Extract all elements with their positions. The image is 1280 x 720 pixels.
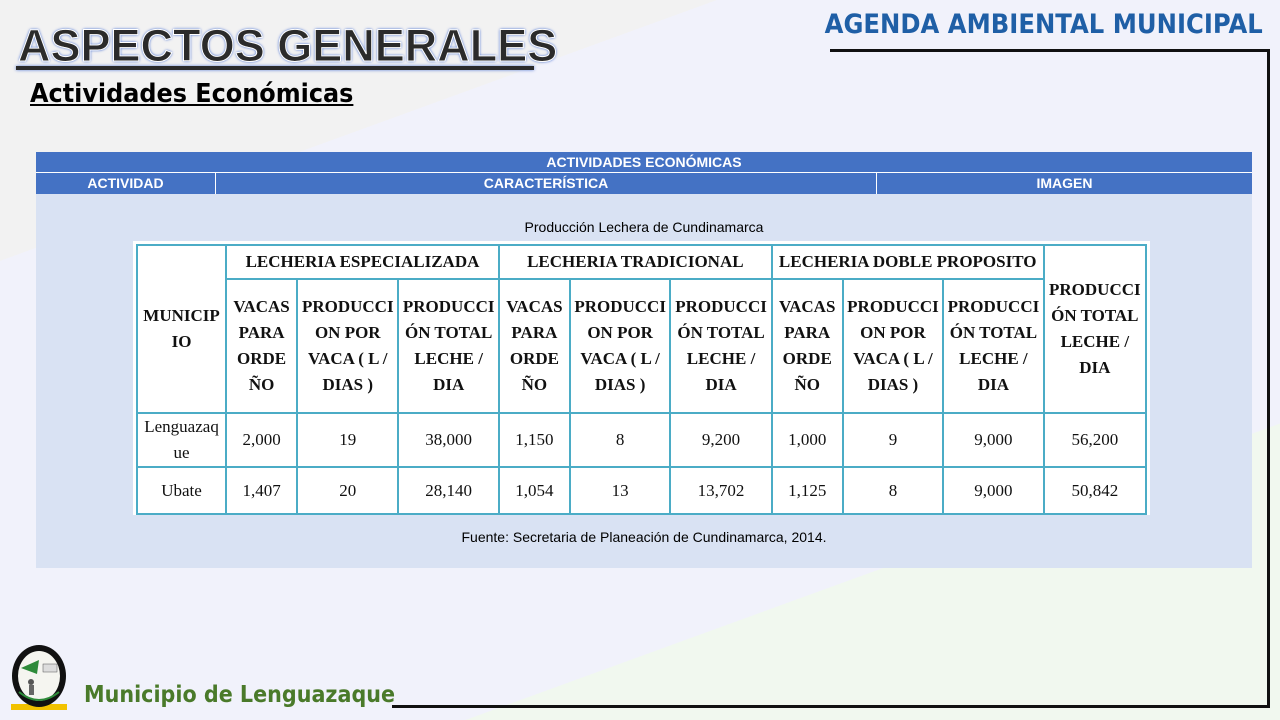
frame-line-top [830, 49, 1270, 52]
milk-production-table: MUNICIP IO LECHERIA ESPECIALIZADA LECHER… [135, 244, 1148, 515]
frame-line-right [1267, 49, 1270, 708]
title-underline [16, 66, 534, 70]
cell-municipio: Ubate [135, 466, 228, 515]
table-cell: 9,200 [669, 412, 773, 468]
table-cell: 20 [296, 466, 400, 515]
sub-header: VACAS PARA ORDE ÑO [497, 278, 571, 414]
table-cell: 8 [841, 466, 945, 515]
column-header-actividad: ACTIVIDAD [36, 173, 216, 194]
table-cell: 9,000 [942, 412, 1045, 468]
activities-table: ACTIVIDADES ECONÓMICAS ACTIVIDAD CARACTE… [36, 152, 1252, 568]
table-cell: 1,054 [497, 466, 571, 515]
table-cell: 28,140 [397, 466, 500, 515]
cell-municipio: Lenguazaq ue [135, 412, 228, 468]
table-cell: 50,842 [1042, 466, 1148, 515]
column-header-caracteristica: CARACTERÍSTICA [216, 173, 877, 194]
group-header: LECHERIA DOBLE PROPOSITO [770, 244, 1045, 280]
sub-header: PRODUCCI ÓN TOTAL LECHE / DIA [397, 278, 500, 414]
image-caption: Producción Lechera de Cundinamarca [524, 219, 764, 235]
frame-line-bottom [392, 705, 1270, 708]
sub-header: VACAS PARA ORDE ÑO [225, 278, 299, 414]
group-header: LECHERIA ESPECIALIZADA [225, 244, 500, 280]
sub-header: PRODUCCI ON POR VACA ( L / DIAS ) [568, 278, 672, 414]
sub-header: PRODUCCI ON POR VACA ( L / DIAS ) [841, 278, 945, 414]
section-subtitle: Actividades Económicas [30, 79, 354, 109]
header-total: PRODUCCI ÓN TOTAL LECHE / DIA [1042, 244, 1148, 414]
header-municipio: MUNICIP IO [135, 244, 228, 414]
table-cell: 38,000 [397, 412, 500, 468]
sub-header: VACAS PARA ORDE ÑO [770, 278, 844, 414]
table-cell: 19 [296, 412, 400, 468]
page-title: ASPECTOS GENERALES [17, 20, 558, 72]
table-cell: 2,000 [225, 412, 299, 468]
table-cell: 1,150 [497, 412, 571, 468]
table-cell: 13 [568, 466, 672, 515]
milk-production-table-image: MUNICIP IO LECHERIA ESPECIALIZADA LECHER… [133, 241, 1150, 515]
table-cell: 56,200 [1042, 412, 1148, 468]
table-cell: 1,125 [770, 466, 844, 515]
table-cell: 8 [568, 412, 672, 468]
table-row: Ubate 1,407 20 28,140 1,054 13 13,702 1,125 8 9,0… [135, 466, 1148, 515]
municipal-seal-logo [11, 645, 67, 710]
sub-header: PRODUCCI ON POR VACA ( L / DIAS ) [296, 278, 400, 414]
brand-title: AGENDA AMBIENTAL MUNICIPAL [824, 9, 1263, 40]
column-header-imagen: IMAGEN [877, 173, 1252, 194]
table-cell: 13,702 [669, 466, 773, 515]
activities-table-title: ACTIVIDADES ECONÓMICAS [36, 152, 1252, 173]
sub-header: PRODUCCI ÓN TOTAL LECHE / DIA [942, 278, 1045, 414]
group-header: LECHERIA TRADICIONAL [497, 244, 773, 280]
source-note: Fuente: Secretaria de Planeación de Cund… [461, 529, 827, 545]
table-cell: 9,000 [942, 466, 1045, 515]
activities-table-body: Producción Lechera de Cundinamarca MUNIC… [36, 194, 1252, 568]
sub-header: PRODUCCI ÓN TOTAL LECHE / DIA [669, 278, 773, 414]
table-cell: 1,407 [225, 466, 299, 515]
footer-municipality: Municipio de Lenguazaque [84, 682, 396, 708]
table-cell: 1,000 [770, 412, 844, 468]
table-row: Lenguazaq ue 2,000 19 38,000 1,150 8 9,200 1,00… [135, 412, 1148, 468]
table-cell: 9 [841, 412, 945, 468]
